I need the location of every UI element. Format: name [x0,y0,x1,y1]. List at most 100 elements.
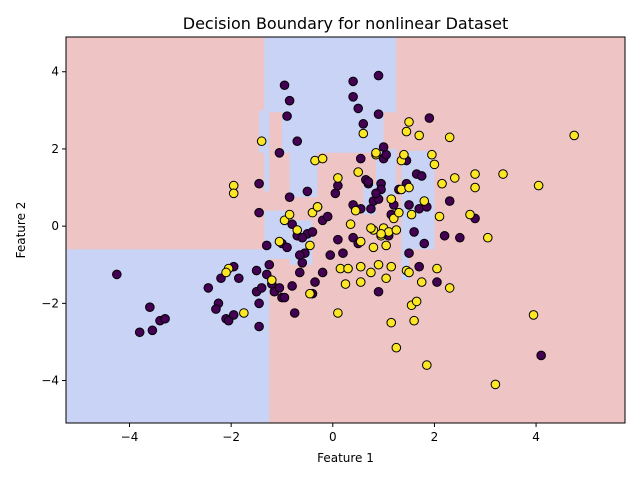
x-axis-ticks: −4 −2 0 2 4 [121,423,540,444]
point-class0 [254,207,264,218]
point-class0 [307,227,318,237]
x-tick-label: 4 [532,430,540,444]
point-class1 [386,261,397,272]
point-class1 [221,267,231,278]
point-class1 [394,207,404,218]
point-class1 [490,379,501,390]
point-class1 [340,279,351,289]
point-class1 [432,263,442,274]
point-class1 [368,242,379,253]
point-class0 [251,265,262,276]
point-class0 [378,142,389,152]
point-class0 [112,269,122,280]
point-class0 [254,321,264,332]
point-class1 [256,136,267,147]
point-class0 [274,148,285,158]
point-class0 [203,283,214,293]
x-tick-label: 2 [431,430,439,444]
point-class1 [343,263,353,274]
point-class0 [424,113,435,123]
point-class1 [386,317,397,328]
point-class1 [406,209,417,220]
point-class0 [325,250,336,260]
region-class0-1 [264,37,270,192]
point-class0 [145,302,155,313]
point-class0 [409,227,419,237]
point-class1 [419,196,430,206]
y-axis-ticks: −4 −2 0 2 4 [41,65,66,388]
point-class1 [386,194,397,204]
y-tick-label: 4 [51,65,59,79]
point-class0 [373,109,384,119]
point-class0 [333,234,343,245]
point-class1 [292,225,303,235]
point-class1 [366,223,376,233]
point-class0 [160,313,170,324]
chart-title: Decision Boundary for nonlinear Dataset [183,14,509,33]
point-class1 [376,229,386,239]
point-class0 [338,248,348,258]
point-class0 [373,286,384,297]
point-class0 [228,310,239,320]
point-class0 [419,238,430,249]
x-tick-label: −4 [121,430,139,444]
point-class0 [254,178,264,189]
point-class1 [449,173,460,183]
point-class0 [414,261,424,272]
point-class1 [373,259,384,270]
point-class0 [289,308,300,318]
point-class1 [533,180,544,191]
x-axis-label: Feature 1 [317,451,374,465]
point-class0 [274,283,285,293]
point-class1 [404,267,414,278]
point-class0 [302,186,313,197]
point-class1 [355,236,366,247]
point-class0 [371,188,381,199]
y-tick-label: 2 [51,142,59,156]
point-class1 [399,149,409,160]
data-points [112,70,579,390]
point-class0 [287,281,297,291]
point-class0 [353,103,364,114]
region-class0-11 [401,249,410,281]
point-class0 [322,211,333,222]
point-class0 [282,242,292,253]
point-class0 [355,153,366,164]
point-class1 [427,149,437,160]
point-class0 [348,92,358,102]
point-class0 [279,80,290,91]
point-class0 [310,277,320,287]
point-class1 [353,167,364,177]
region-class0-3 [281,110,384,153]
point-class0 [404,200,414,210]
point-class1 [312,202,323,212]
point-class0 [444,196,455,206]
point-class0 [284,192,295,202]
point-class1 [345,219,356,230]
point-class1 [470,169,480,179]
point-class1 [358,128,369,139]
point-class1 [437,178,447,189]
point-class1 [409,315,419,326]
point-class0 [432,277,442,287]
point-class0 [211,304,221,314]
y-axis-label: Feature 2 [14,202,28,259]
point-class0 [358,119,369,129]
point-class1 [470,182,480,193]
point-class0 [261,240,272,251]
point-class1 [355,261,366,272]
point-class1 [422,360,432,370]
point-class1 [444,132,455,143]
point-class1 [371,148,381,158]
plot-frame [65,36,626,424]
point-class0 [373,70,384,81]
point-class1 [267,275,277,285]
point-class1 [528,310,539,320]
point-class1 [305,288,315,299]
x-tick-label: 0 [329,430,337,444]
point-class1 [498,169,508,179]
point-class1 [444,283,455,293]
point-class0 [233,273,244,284]
point-class0 [416,171,427,181]
